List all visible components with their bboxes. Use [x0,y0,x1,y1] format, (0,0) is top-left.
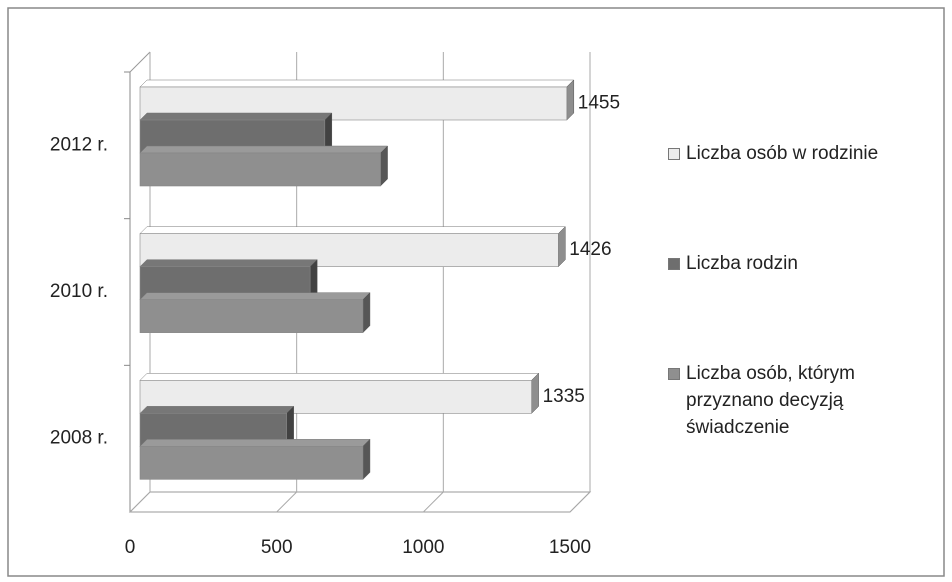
bar-top [139,439,371,447]
bar-top [139,226,566,234]
bar-top [139,373,540,381]
bar-top [139,145,389,154]
legend-swatch [668,148,680,160]
chart-border [7,7,945,577]
bar-top [139,112,333,121]
bar [139,152,381,187]
bar-side [531,372,539,414]
legend-item: Liczba osób, którym przyznano decyzją św… [668,360,938,441]
x-tick-label: 0 [125,537,136,558]
x-tick-label: 1000 [402,537,444,558]
bar-side [558,226,566,268]
data-label: 1426 [569,239,611,260]
bar-side [380,145,388,187]
legend-label: Liczba osób, którym przyznano decyzją św… [686,363,855,438]
x-tick-label: 500 [261,537,293,558]
legend-swatch [668,368,680,380]
wall-top [129,51,151,73]
x-tick-label: 1500 [549,537,591,558]
bar-top [139,292,371,300]
bar-top [139,259,318,267]
legend-item: Liczba rodzin [668,250,938,277]
grid-line [129,491,151,513]
bar-top [139,79,575,88]
data-label: 1455 [578,93,620,114]
bar [139,446,364,480]
bar-side [362,292,371,334]
grid-line [422,491,444,513]
bar-top [139,406,295,414]
grid-line [276,491,298,513]
legend-swatch [668,258,680,270]
legend-label: Liczba rodzin [686,253,798,274]
floor [128,491,592,513]
y-tick-label: 2008 r. [50,428,108,449]
y-tick-label: 2010 r. [50,281,108,302]
y-tick-label: 2012 r. [50,134,108,155]
grid-line [569,491,591,513]
bar [139,299,364,333]
bar-side [362,438,371,480]
data-label: 1335 [543,386,585,407]
legend-label: Liczba osób w rodzinie [686,143,879,164]
bar-side [566,79,575,121]
legend-item: Liczba osób w rodzinie [668,140,938,167]
